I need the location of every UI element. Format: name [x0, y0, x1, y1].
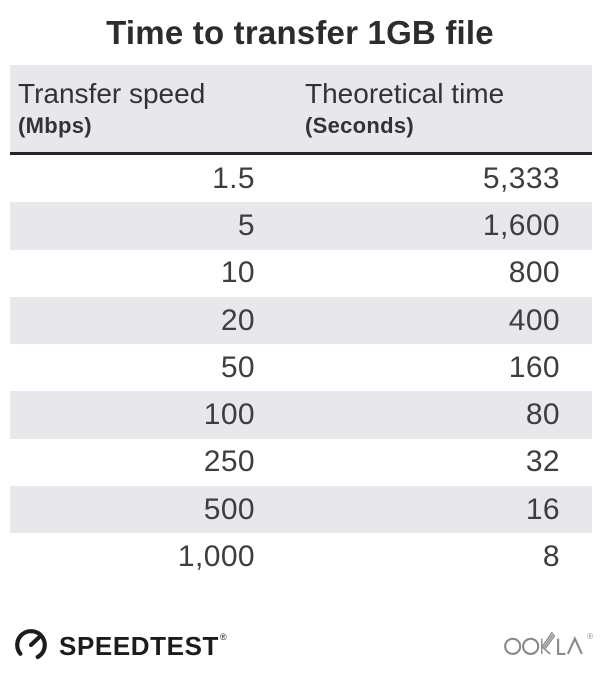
table-row: 10 800	[10, 250, 592, 297]
transfer-time-table: Transfer speed (Mbps) Theoretical time (…	[10, 65, 592, 581]
transfer-speed-value: 50	[220, 350, 255, 384]
speedtest-wordmark: SPEEDTEST	[59, 630, 219, 661]
speedtest-gauge-icon	[12, 625, 50, 668]
transfer-speed-value: 100	[203, 398, 255, 432]
ookla-wordmark-icon	[504, 630, 586, 662]
theoretical-time-value: 5,333	[482, 161, 560, 195]
column-unit: (Seconds)	[305, 113, 415, 138]
transfer-speed-value: 5	[237, 208, 255, 242]
footer: SPEEDTEST ®	[12, 624, 593, 668]
table-row: 250 32	[10, 439, 592, 486]
speedtest-logo: SPEEDTEST ®	[12, 625, 227, 668]
transfer-speed-value: 1.5	[212, 161, 255, 195]
table-row: 500 16	[10, 486, 592, 534]
theoretical-time-value: 160	[508, 350, 560, 384]
theoretical-time-value: 32	[525, 445, 560, 479]
table-row: 1,000 8	[10, 533, 592, 580]
theoretical-time-value: 8	[542, 540, 560, 574]
column-label: Transfer speed	[18, 78, 206, 109]
ookla-logo: ®	[504, 630, 593, 662]
transfer-speed-value: 20	[220, 303, 255, 337]
column-unit: (Mbps)	[18, 113, 92, 138]
transfer-speed-value: 1,000	[177, 540, 255, 574]
theoretical-time-value: 80	[525, 398, 560, 432]
table-row: 5 1,600	[10, 202, 592, 250]
table-body: 1.5 5,333 5 1,600 10 800 20 400 50 160 1…	[10, 155, 592, 581]
column-label: Theoretical time	[305, 78, 505, 109]
theoretical-time-value: 800	[508, 256, 560, 290]
transfer-speed-value: 500	[203, 492, 255, 526]
registered-trademark-icon: ®	[220, 632, 227, 642]
table-row: 1.5 5,333	[10, 155, 592, 202]
column-header-theoretical-time: Theoretical time (Seconds)	[297, 65, 592, 152]
column-header-transfer-speed: Transfer speed (Mbps)	[10, 65, 297, 152]
page-title: Time to transfer 1GB file	[106, 14, 494, 51]
table-row: 50 160	[10, 344, 592, 391]
table-row: 100 80	[10, 391, 592, 439]
theoretical-time-value: 400	[508, 303, 560, 337]
table-header-row: Transfer speed (Mbps) Theoretical time (…	[10, 65, 592, 155]
transfer-speed-value: 250	[203, 445, 255, 479]
transfer-speed-value: 10	[220, 256, 255, 290]
table-row: 20 400	[10, 296, 592, 345]
registered-trademark-icon: ®	[587, 632, 593, 641]
theoretical-time-value: 1,600	[482, 208, 560, 242]
theoretical-time-value: 16	[525, 492, 560, 526]
